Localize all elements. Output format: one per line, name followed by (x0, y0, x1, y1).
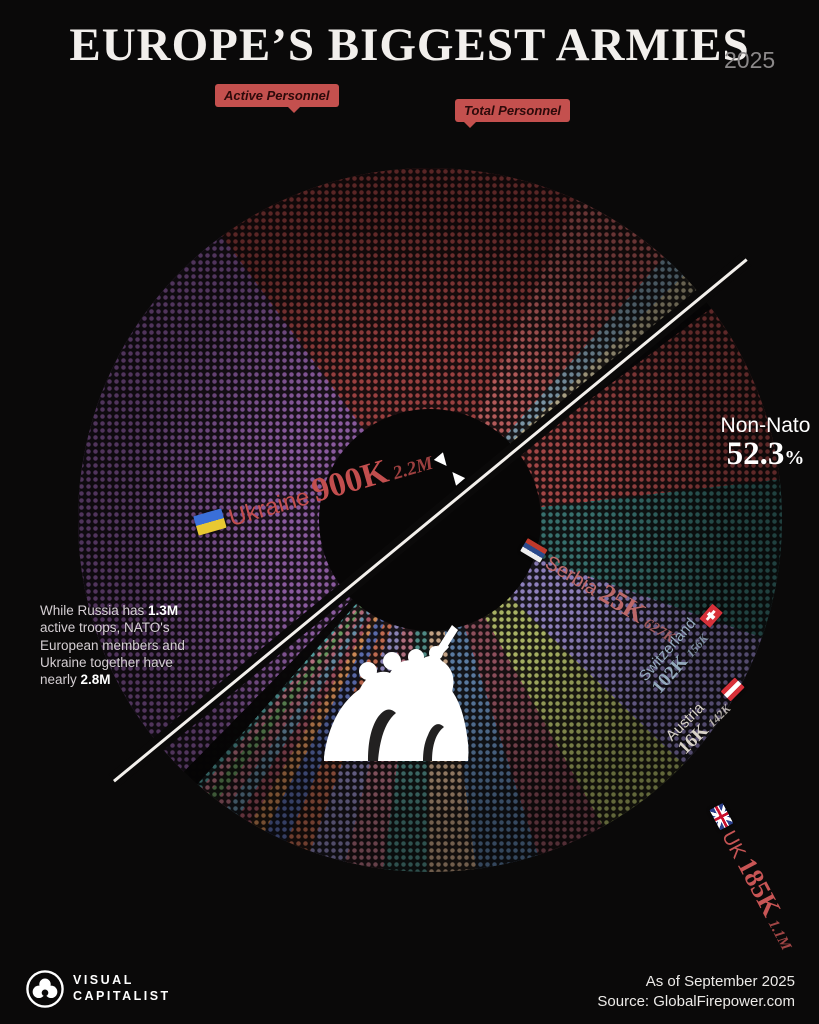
non-nato-share: Non-Nato 52.3% (356, 414, 819, 471)
non-nato-label: Non-Nato (720, 414, 811, 437)
brand-line-2: CAPITALIST (73, 989, 171, 1003)
title-year: 2025 (724, 47, 776, 73)
page-title: EUROPE’S BIGGEST ARMIES (69, 19, 750, 71)
switzerland-flag-icon (698, 604, 723, 629)
brand-line-1: VISUAL (73, 973, 134, 988)
visual-capitalist-logo-icon (26, 970, 64, 1008)
total-personnel-badge: Total Personnel (455, 99, 571, 128)
ukraine-flag-icon (193, 508, 227, 536)
austria-flag-icon (720, 677, 745, 702)
russia-vs-nato-annotation: While Russia has 1.3M active troops, NAT… (40, 603, 185, 688)
as-of-date: As of September 2025 (645, 973, 795, 990)
uk-flag-icon (709, 802, 734, 831)
label-portugal: Portugal 24K260K (321, 973, 518, 1024)
active-personnel-badge: Active Personnel (215, 84, 339, 113)
flag-raising-soldiers-silhouette (324, 625, 469, 761)
source-credit: Source: GlobalFirepower.com (597, 993, 795, 1011)
label-spain: Spain 133K227K (279, 1019, 598, 1024)
serbia-flag-icon (520, 538, 548, 564)
visual-capitalist-brand: VISUAL CAPITALIST (26, 970, 171, 1008)
